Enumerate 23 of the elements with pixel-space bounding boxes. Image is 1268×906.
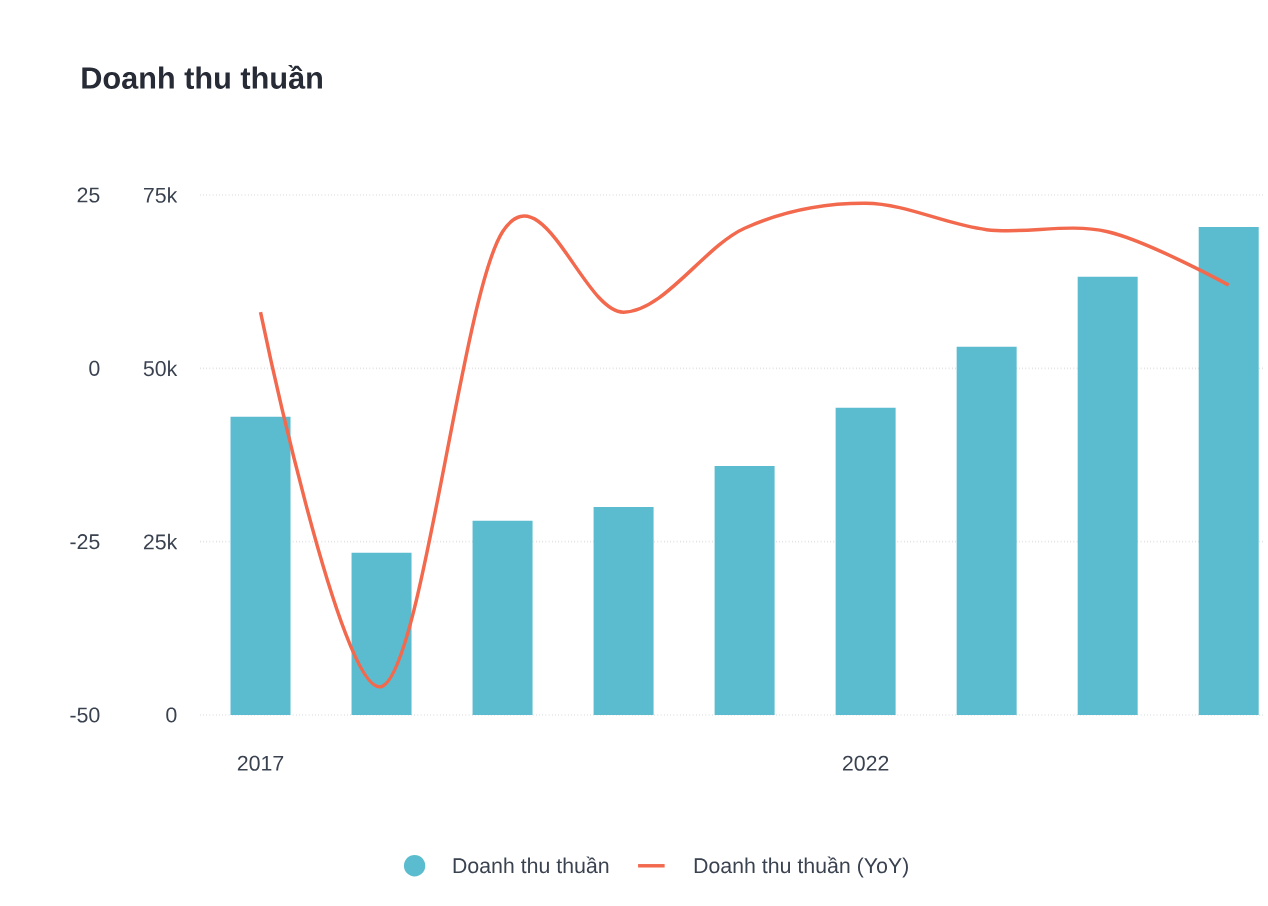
y-tick-label: 50k bbox=[143, 360, 178, 377]
bar bbox=[351, 552, 412, 715]
bar bbox=[593, 506, 654, 715]
legend-label: Doanh thu thuần (YoY) bbox=[694, 856, 908, 878]
y-tick-label: 75k bbox=[143, 187, 178, 203]
bar bbox=[835, 407, 896, 715]
bar bbox=[1198, 226, 1259, 715]
line-series bbox=[258, 201, 1231, 689]
bar bbox=[956, 346, 1017, 715]
y-tick-label: 0 bbox=[166, 707, 177, 723]
bar bbox=[230, 416, 291, 715]
y2-tick-label: -25 bbox=[70, 534, 100, 550]
x-tick-label: 2022 bbox=[842, 755, 889, 771]
y2-tick-label: -50 bbox=[70, 707, 100, 723]
y2-tick-label: 25 bbox=[77, 187, 100, 203]
bar bbox=[714, 466, 775, 715]
legend-label: Doanh thu thuần bbox=[453, 856, 609, 874]
y2-tick-label: 0 bbox=[89, 360, 100, 376]
x-tick-label: 2017 bbox=[237, 755, 284, 771]
bar bbox=[1077, 276, 1138, 715]
bar bbox=[472, 520, 533, 715]
chart-title: Doanh thu thuần bbox=[82, 65, 322, 89]
y-tick-label: 25k bbox=[143, 533, 178, 550]
